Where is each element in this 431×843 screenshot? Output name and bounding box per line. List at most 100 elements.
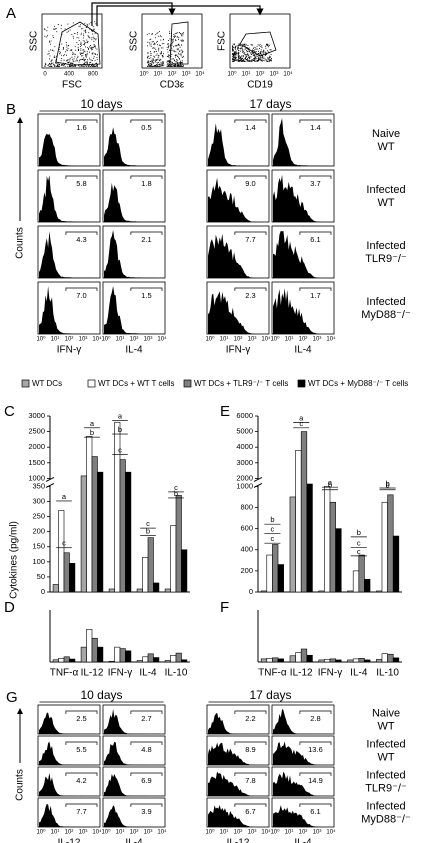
gate-bracket [65, 119, 98, 123]
significance-letter: c [146, 519, 150, 528]
histogram [39, 175, 99, 222]
gate-bracket [234, 803, 267, 807]
x-tick-label: IFN-γ [318, 668, 342, 679]
x-tick-label: 10¹ [116, 830, 125, 836]
histogram [104, 741, 164, 765]
percentage: 1.4 [310, 123, 320, 132]
bar [318, 590, 325, 593]
y-tick-label: 800 [240, 503, 253, 512]
bar-chart: TNF-α IL-12 IFN-γ IL-4 IL-10 [257, 610, 402, 679]
significance-letter: c [62, 539, 66, 548]
bar [97, 471, 104, 593]
panel-label: E [220, 403, 230, 420]
bar [142, 557, 149, 593]
bar [114, 646, 121, 663]
histogram [208, 123, 268, 166]
bar [387, 494, 394, 593]
bar [381, 501, 388, 593]
x-tick-label: 10¹ [285, 337, 294, 343]
y-tick-label: 4000 [236, 442, 253, 451]
y-axis-label: Counts [15, 769, 26, 801]
y-axis-label: SSC [129, 31, 140, 52]
x-tick-label: 10³ [79, 830, 88, 836]
bar [136, 588, 143, 593]
histogram [208, 291, 268, 334]
panel-label: F [220, 599, 229, 616]
significance-letter: b [270, 515, 274, 524]
significance-letter: c [174, 483, 178, 492]
bar [170, 525, 177, 593]
histogram [208, 177, 268, 222]
group-title: 10 days [80, 688, 122, 702]
row-label: MyD88⁻/⁻ [361, 813, 411, 825]
percentage: 4.2 [76, 776, 86, 785]
y-tick-label: 2000 [236, 473, 253, 482]
column-label: IL-4 [294, 345, 312, 356]
histogram [208, 712, 268, 734]
bar [108, 660, 115, 663]
percentage: 0.5 [141, 123, 151, 132]
column-label: IL-4 [125, 345, 143, 356]
panel-label: B [6, 101, 16, 118]
bar [86, 435, 93, 593]
x-tick-label: 10³ [79, 337, 88, 343]
gate-bracket [234, 175, 267, 179]
histogram [104, 230, 164, 278]
bar [347, 590, 354, 593]
bar [295, 652, 302, 663]
axis-break [253, 476, 263, 482]
significance-letter: b [90, 428, 94, 437]
row-label: Infected [366, 800, 405, 812]
x-tick-label: TNF-α [258, 668, 287, 679]
bar [164, 588, 171, 593]
gate-bracket [234, 741, 267, 745]
histogram [273, 805, 333, 827]
significance-letter: c [118, 445, 122, 454]
x-tick-label: 10¹ [242, 72, 251, 78]
row-label: Infected [366, 240, 405, 252]
gate [55, 21, 101, 66]
percentage: 2.7 [141, 714, 151, 723]
bar [272, 544, 279, 593]
percentage: 2.2 [245, 714, 255, 723]
percentage: 1.7 [310, 291, 320, 300]
y-tick-label: 400 [240, 545, 253, 554]
y-tick-label: 100 [32, 557, 45, 566]
percentage: 9.0 [245, 179, 255, 188]
bar [63, 656, 70, 663]
y-tick-label: 600 [240, 524, 253, 533]
bar [364, 579, 371, 593]
x-tick-label: 10⁴ [283, 71, 293, 78]
bar [300, 648, 308, 663]
bar [97, 646, 104, 663]
x-tick-label: 10⁰ [36, 829, 46, 836]
column-label: IFN-γ [57, 345, 81, 356]
bar [164, 660, 171, 663]
significance-letter: b [328, 481, 332, 490]
x-tick-label: 10¹ [285, 830, 294, 836]
percentage: 1.8 [141, 179, 151, 188]
x-tick-label: 10² [130, 337, 139, 343]
y-tick-label: 2500 [28, 427, 45, 436]
x-tick-label: 800 [88, 72, 99, 78]
gate-bracket [130, 287, 163, 291]
y-tick-label: 300 [32, 496, 45, 505]
significance-letter: b [174, 489, 178, 498]
bar [392, 657, 400, 663]
bar [170, 655, 177, 663]
column-label: IL-12 [58, 838, 81, 843]
percentage: 1.6 [76, 123, 86, 132]
row-label: WT [377, 197, 394, 209]
bar [260, 658, 268, 663]
gate-bracket [299, 741, 332, 745]
flow-plot: 0 400 800 FSC SSC [29, 13, 103, 91]
bar-chart: 0200400600800100020003000400050006000bcc… [236, 411, 402, 596]
histogram [39, 231, 99, 278]
histogram [104, 805, 164, 827]
histogram [273, 709, 333, 734]
row-label: MyD88⁻/⁻ [361, 309, 411, 321]
histogram [104, 709, 164, 734]
bar [142, 656, 149, 663]
y-tick-label: 0 [249, 587, 253, 596]
